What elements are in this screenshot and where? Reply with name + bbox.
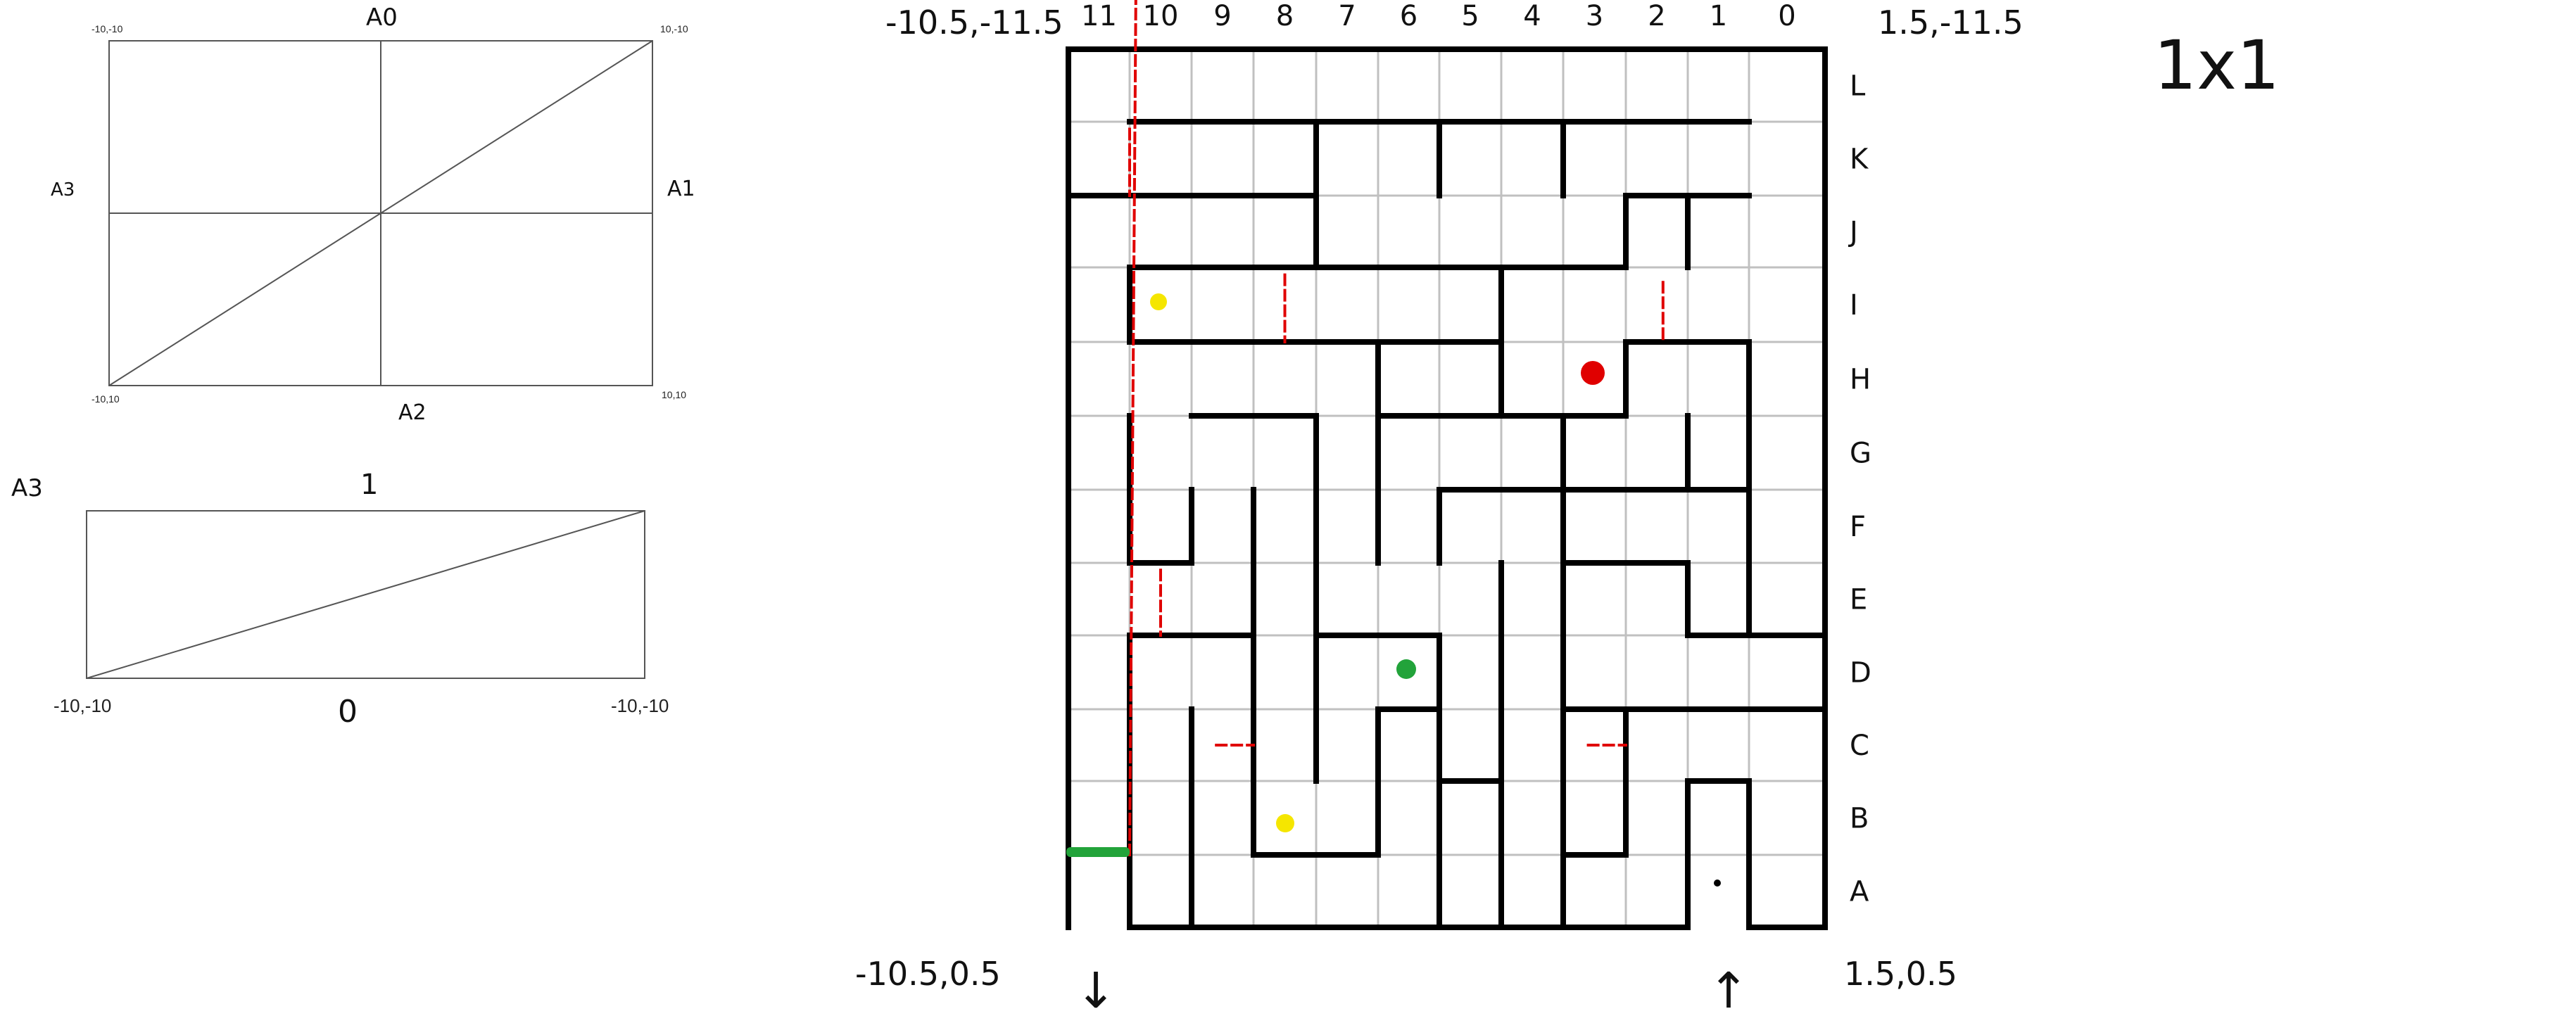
maze-walls bbox=[1066, 46, 1828, 930]
row-label: D bbox=[1850, 657, 1871, 690]
row-label: E bbox=[1850, 584, 1867, 616]
entry-arrow-icon: ↓ bbox=[1075, 962, 1117, 1016]
maze-corner-tr: 1.5,-11.5 bbox=[1878, 4, 2023, 42]
slope-top-label: 1 bbox=[360, 469, 378, 501]
row-label: L bbox=[1850, 70, 1866, 103]
column-label: 2 bbox=[1648, 0, 1665, 32]
yellow-dot bbox=[1276, 814, 1294, 832]
exit-arrow-icon: ↑ bbox=[1708, 962, 1750, 1016]
quadrant-left-label: A3 bbox=[51, 179, 75, 201]
maze-marks bbox=[1066, 0, 1721, 887]
red-dot bbox=[1581, 361, 1605, 385]
yellow-dot bbox=[1150, 293, 1167, 310]
row-label: J bbox=[1848, 216, 1858, 248]
maze-corner-bl: -10.5,0.5 bbox=[855, 955, 1001, 993]
column-label: 9 bbox=[1213, 0, 1231, 32]
slope-corner-bl: -10,-10 bbox=[53, 695, 111, 716]
maze bbox=[1066, 0, 1828, 930]
slope-diagonal bbox=[86, 510, 645, 679]
row-label: A bbox=[1850, 876, 1869, 908]
column-label: 11 bbox=[1081, 0, 1117, 32]
slope-frame bbox=[86, 510, 645, 679]
quadrant-diagram: A0 A1 A2 A3 -10,-10 10,-10 -10,10 10,10 bbox=[51, 4, 695, 425]
row-label: F bbox=[1850, 511, 1866, 543]
row-label: I bbox=[1850, 289, 1858, 322]
row-label: H bbox=[1850, 364, 1871, 396]
quadrant-right-label: A1 bbox=[667, 177, 695, 201]
slope-corner-br: -10,-10 bbox=[611, 695, 669, 716]
slope-diagram: A3 1 0 -10,-10 -10,-10 bbox=[11, 469, 669, 730]
quadrant-diagonal bbox=[108, 40, 653, 386]
quadrant-corner-tr: 10,-10 bbox=[660, 23, 688, 34]
column-label: 1 bbox=[1710, 0, 1727, 32]
column-label: 5 bbox=[1461, 0, 1479, 32]
black-dot bbox=[1714, 880, 1721, 887]
row-label: K bbox=[1850, 144, 1869, 176]
row-label: B bbox=[1850, 803, 1869, 835]
quadrant-corner-bl: -10,10 bbox=[91, 393, 120, 405]
column-label: 4 bbox=[1523, 0, 1541, 32]
column-label: 0 bbox=[1778, 0, 1795, 32]
row-label: G bbox=[1850, 438, 1871, 470]
red-dash-mark bbox=[1128, 0, 1137, 857]
column-label: 10 bbox=[1143, 0, 1179, 32]
quadrant-corner-br: 10,10 bbox=[662, 389, 686, 400]
scale-label: 1x1 bbox=[2154, 26, 2280, 105]
slope-bottom-label: 0 bbox=[338, 694, 358, 730]
column-label: 6 bbox=[1400, 0, 1418, 32]
column-label: 8 bbox=[1276, 0, 1294, 32]
quadrant-top-label: A0 bbox=[366, 4, 398, 32]
column-label: 7 bbox=[1338, 0, 1356, 32]
column-label: 3 bbox=[1586, 0, 1603, 32]
maze-corner-br: 1.5,0.5 bbox=[1844, 955, 1957, 993]
quadrant-bottom-label: A2 bbox=[398, 400, 427, 425]
slope-side-label: A3 bbox=[11, 474, 43, 502]
maze-row-labels: L K J I H G F E D C B A bbox=[1848, 70, 1871, 908]
green-bar-mark bbox=[1066, 847, 1130, 857]
green-dot bbox=[1396, 659, 1416, 679]
quadrant-corner-tl: -10,-10 bbox=[91, 23, 123, 34]
row-label: C bbox=[1850, 730, 1869, 762]
maze-corner-tl: -10.5,-11.5 bbox=[885, 4, 1063, 42]
maze-column-labels: 11 10 9 8 7 6 5 4 3 2 1 0 bbox=[1081, 0, 1796, 32]
